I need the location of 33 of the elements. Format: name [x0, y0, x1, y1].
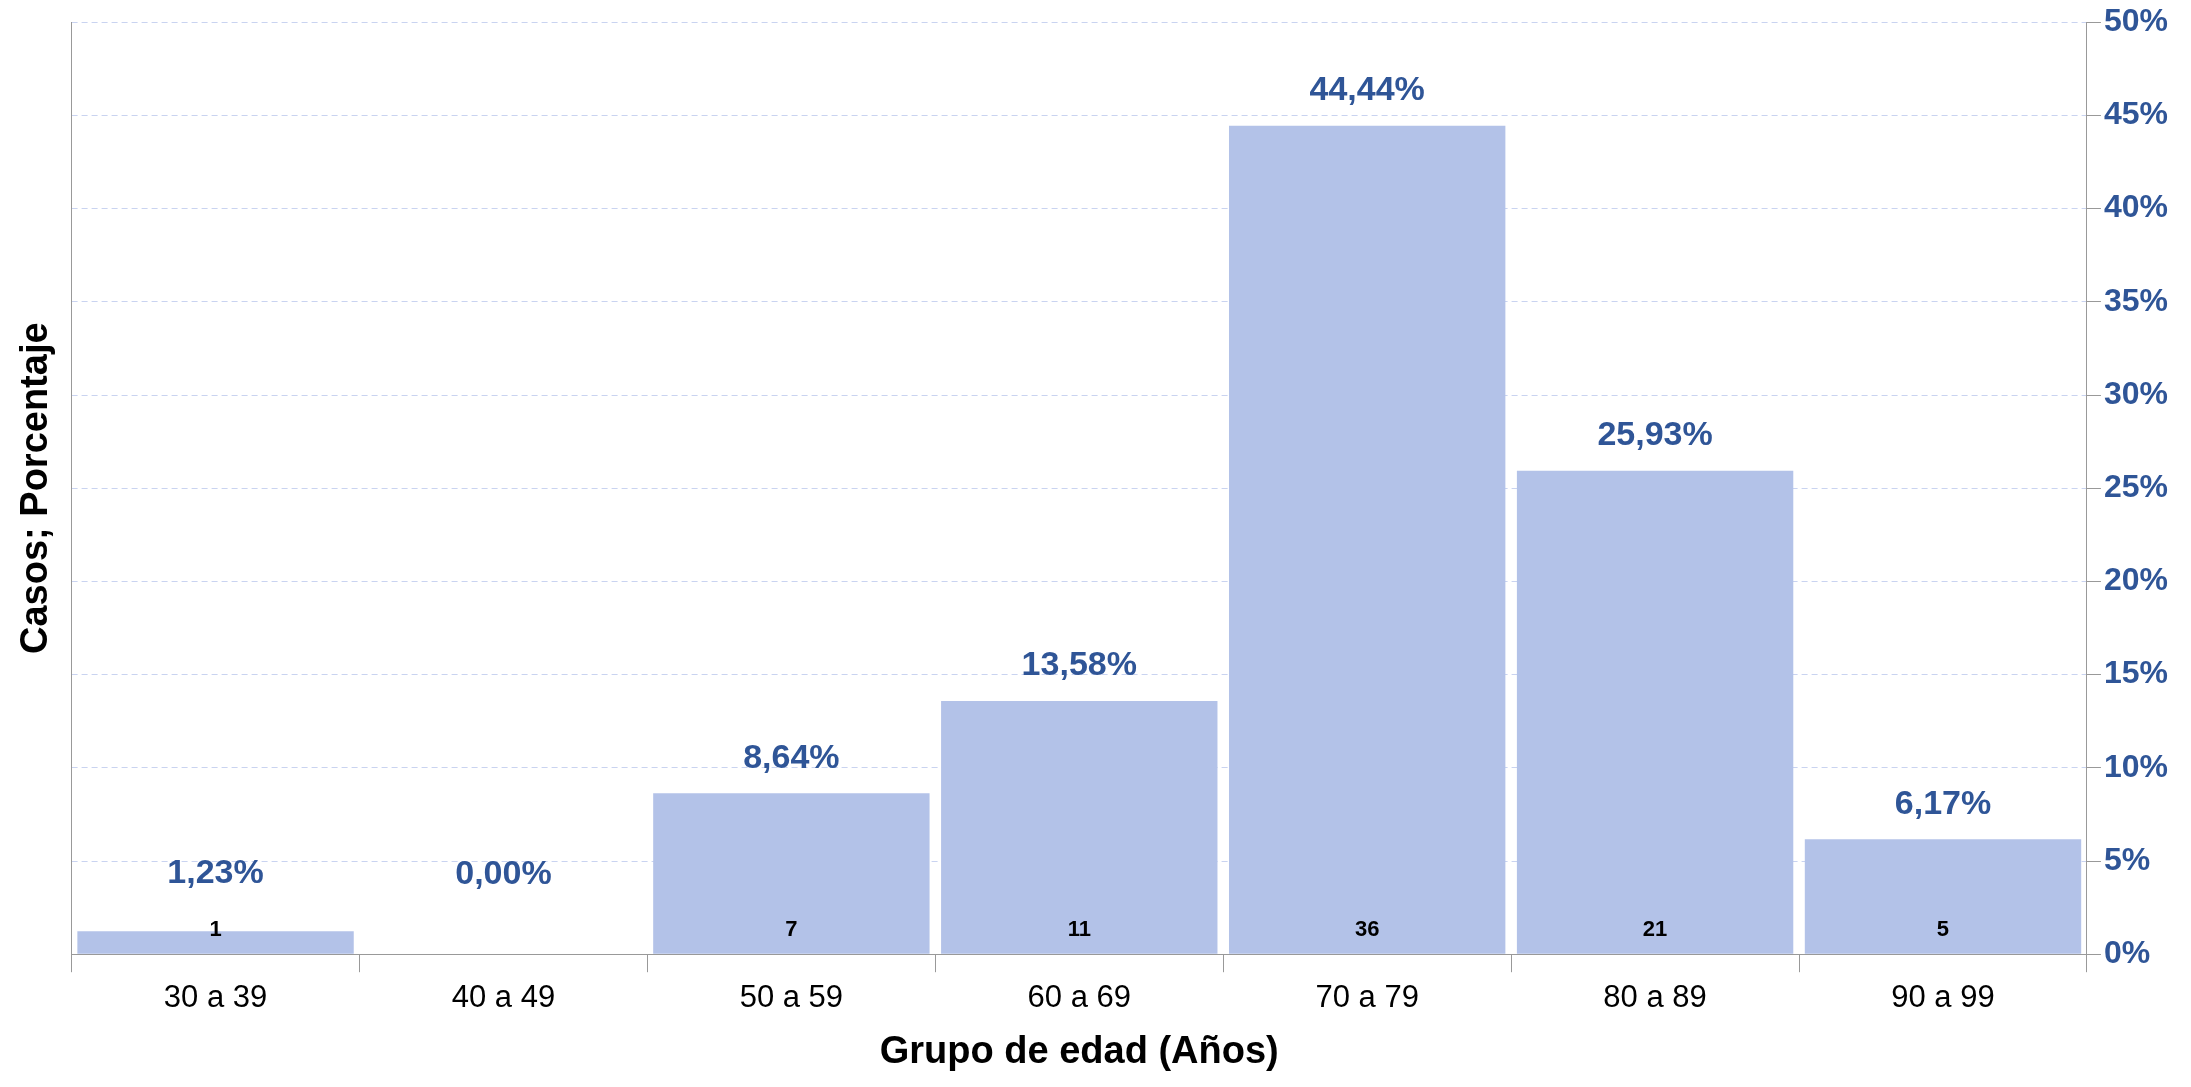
y2-tick-label: 5% — [2103, 840, 2151, 877]
data-label: 25,93% — [1597, 414, 1713, 453]
data-label: 1,23% — [167, 852, 264, 891]
data-label: 6,17% — [1894, 782, 1992, 821]
y2-tick-label: 50% — [2103, 2, 2168, 39]
y2-tick-label: 35% — [2103, 281, 2168, 318]
x-tick-label: 30 a 39 — [163, 979, 268, 1015]
x-tick-label: 90 a 99 — [1891, 979, 1995, 1015]
x-axis-title: Grupo de edad (Años) — [879, 1028, 1279, 1071]
x-tick-label: 70 a 79 — [1315, 979, 1419, 1015]
y2-tick-label: 10% — [2103, 747, 2168, 784]
annotation: 11 — [1067, 916, 1091, 942]
y2-tick-label: 25% — [2103, 468, 2168, 505]
y-axis-title: Casos; Porcentaje — [13, 322, 56, 654]
annotation: 21 — [1642, 916, 1668, 942]
y2-tick-label: 15% — [2103, 654, 2168, 691]
x-tick-label: 40 a 49 — [451, 979, 556, 1015]
y2-tick-label: 20% — [2103, 561, 2168, 598]
x-tick-label: 80 a 89 — [1603, 979, 1707, 1015]
data-label: 0,00% — [455, 852, 552, 891]
data-label: 8,64% — [743, 736, 840, 775]
annotation: 5 — [1936, 916, 1950, 942]
x-tick-label: 60 a 69 — [1027, 979, 1131, 1015]
data-label: 13,58% — [1021, 644, 1137, 683]
annotation: 7 — [785, 916, 798, 942]
y2-tick-label: 40% — [2103, 188, 2168, 225]
data-label: 44,44% — [1309, 69, 1425, 108]
y2-tick-label: 0% — [2103, 934, 2151, 971]
annotation: 36 — [1354, 916, 1380, 942]
y2-tick-label: 45% — [2103, 95, 2168, 132]
y2-tick-label: 30% — [2103, 374, 2168, 411]
annotation: 1 — [209, 916, 222, 942]
x-tick-label: 50 a 59 — [739, 979, 844, 1015]
